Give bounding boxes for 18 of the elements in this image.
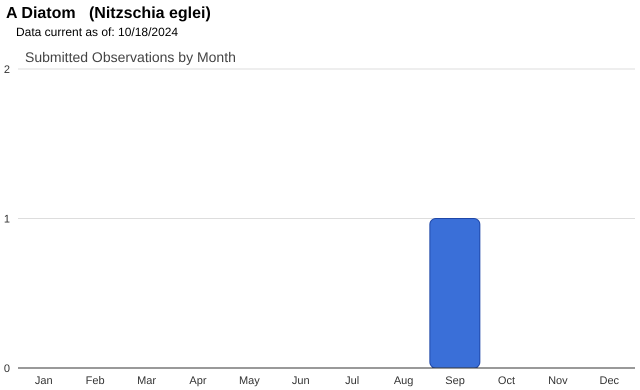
y-tick-label: 2: [4, 64, 10, 76]
x-tick-label: Aug: [394, 374, 414, 387]
chart-title: A Diatom (Nitzschia eglei): [6, 5, 211, 23]
y-tick-label: 0: [4, 362, 10, 375]
x-tick-label: Feb: [86, 374, 105, 387]
x-tick-label: Nov: [548, 374, 568, 387]
x-tick-label: Sep: [445, 374, 465, 387]
x-tick-label: Dec: [600, 374, 620, 387]
x-tick-label: Apr: [189, 374, 207, 387]
text: Submitted Observations by Month: [25, 49, 236, 65]
y-tick-label: 1: [4, 213, 10, 226]
chart-subtitle: Data current as of: 10/18/2024: [16, 25, 178, 39]
x-tick-label: May: [238, 374, 260, 387]
x-tick-label: Jul: [345, 374, 360, 387]
x-tick-label: Jun: [292, 374, 310, 387]
x-tick-label: Mar: [137, 374, 156, 387]
x-tick-label: Oct: [498, 374, 516, 387]
x-tick-label: Jan: [34, 374, 53, 387]
